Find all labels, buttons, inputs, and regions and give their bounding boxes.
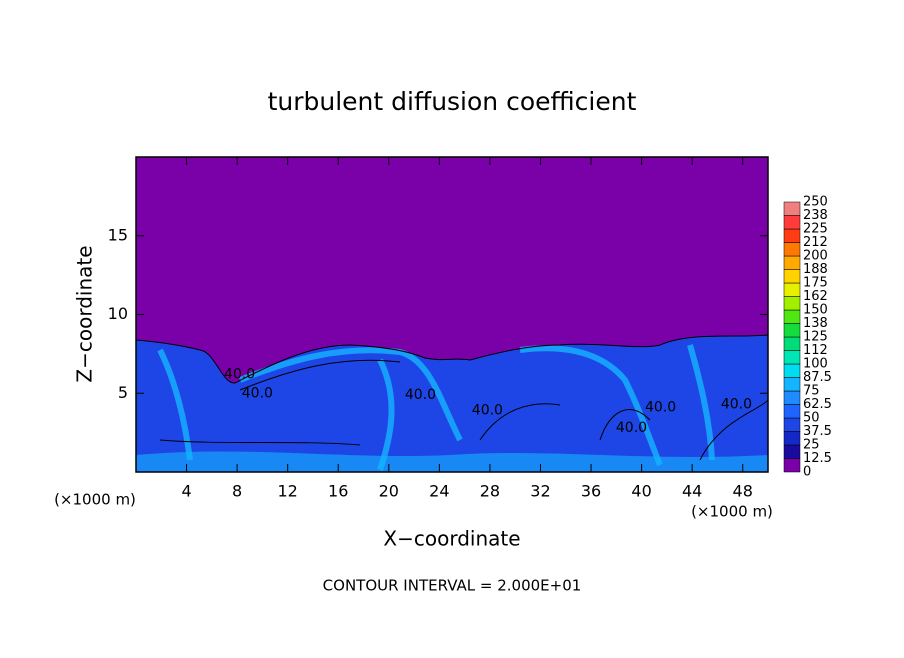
colorbar-bin bbox=[783, 363, 801, 378]
colorbar-label: 150 bbox=[803, 303, 828, 318]
contour-label: 40.0 bbox=[721, 396, 752, 412]
chart-title: turbulent diffusion coefficient bbox=[268, 87, 637, 116]
colorbar-bin bbox=[783, 417, 801, 432]
colorbar-label: 87.5 bbox=[803, 370, 832, 385]
colorbar-label: 0 bbox=[803, 465, 811, 480]
y-tick-label: 5 bbox=[118, 383, 128, 402]
colorbar-bin bbox=[783, 458, 801, 473]
colorbar-label: 125 bbox=[803, 330, 828, 345]
colorbar-bin bbox=[783, 282, 801, 297]
colorbar-bin bbox=[783, 323, 801, 338]
x-tick-label: 32 bbox=[530, 482, 550, 501]
y-tick-label: 15 bbox=[108, 225, 128, 244]
x-tick-label: 24 bbox=[429, 482, 449, 501]
colorbar-label: 238 bbox=[803, 208, 828, 223]
contour-label: 40.0 bbox=[405, 387, 436, 403]
colorbar-label: 75 bbox=[803, 384, 820, 399]
colorbar-label: 212 bbox=[803, 235, 828, 250]
surface-layer bbox=[136, 451, 768, 472]
x-tick-label: 4 bbox=[181, 482, 191, 501]
colorbar-bin bbox=[783, 350, 801, 365]
colorbar-bin bbox=[783, 377, 801, 392]
colorbar-bin bbox=[783, 390, 801, 405]
contour-label: 40.0 bbox=[645, 399, 676, 415]
x-axis-label: X−coordinate bbox=[383, 527, 520, 551]
field bbox=[135, 157, 769, 472]
y-axis-label: Z−coordinate bbox=[73, 245, 97, 382]
colorbar-bin bbox=[783, 215, 801, 230]
contour-label: 40.0 bbox=[472, 403, 503, 419]
colorbar-bin bbox=[783, 309, 801, 324]
contour-line bbox=[135, 334, 769, 461]
colorbar-bin bbox=[783, 201, 801, 216]
colorbar-bin bbox=[783, 255, 801, 270]
contour-label: 40.0 bbox=[242, 385, 273, 401]
x-tick-label: 8 bbox=[232, 482, 242, 501]
x-tick-label: 36 bbox=[581, 482, 601, 501]
colorbar-label: 250 bbox=[803, 195, 828, 210]
colorbar-label: 112 bbox=[803, 343, 828, 358]
x-tick-label: 48 bbox=[733, 482, 753, 501]
x-tick-label: 40 bbox=[631, 482, 651, 501]
colorbar-label: 200 bbox=[803, 249, 828, 264]
colorbar-bin bbox=[783, 269, 801, 284]
x-unit: (×1000 m) bbox=[54, 491, 136, 509]
contour-label: 40.0 bbox=[616, 420, 647, 436]
colorbar-label: 138 bbox=[803, 316, 828, 331]
x-tick-label: 28 bbox=[480, 482, 500, 501]
colorbar-bin bbox=[783, 336, 801, 351]
colorbar-label: 37.5 bbox=[803, 424, 832, 439]
colorbar-bin bbox=[783, 404, 801, 419]
colorbar-label: 50 bbox=[803, 411, 820, 426]
streak bbox=[157, 344, 715, 471]
x-tick-label: 20 bbox=[379, 482, 399, 501]
x-tick-label: 44 bbox=[682, 482, 702, 501]
colorbar-label: 175 bbox=[803, 276, 828, 291]
colorbar-label: 62.5 bbox=[803, 397, 832, 412]
colorbar-bin bbox=[783, 242, 801, 257]
x-unit: (×1000 m) bbox=[691, 503, 773, 521]
colorbar-label: 162 bbox=[803, 289, 828, 304]
colorbar-label: 25 bbox=[803, 438, 820, 453]
colorbar-label: 225 bbox=[803, 222, 828, 237]
x-tick-label: 12 bbox=[278, 482, 298, 501]
footnote: CONTOUR INTERVAL = 2.000E+01 bbox=[323, 577, 582, 595]
colorbar-label: 188 bbox=[803, 262, 828, 277]
x-tick-label: 16 bbox=[328, 482, 348, 501]
colorbar-bin bbox=[783, 431, 801, 446]
colorbar-label: 100 bbox=[803, 357, 828, 372]
colorbar-bin bbox=[783, 296, 801, 311]
colorbar-label: 12.5 bbox=[803, 451, 832, 466]
contour-label: 40.0 bbox=[224, 366, 255, 382]
y-tick-label: 10 bbox=[108, 304, 128, 323]
colorbar-bin bbox=[783, 444, 801, 459]
colorbar-bin bbox=[783, 228, 801, 243]
